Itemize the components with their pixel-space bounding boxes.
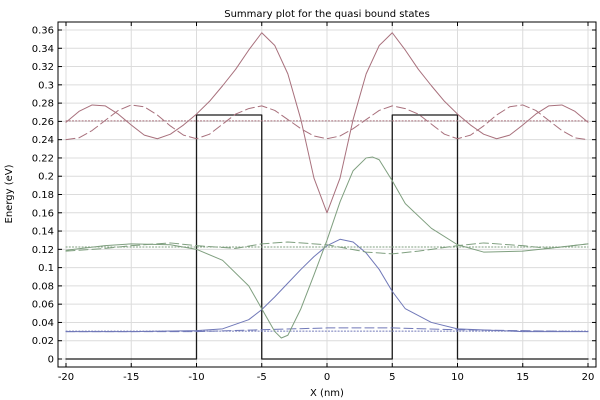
y-tick-label: 0.1 [38,263,54,274]
y-tick-label: 0 [48,355,54,366]
y-tick-label: 0.18 [32,190,54,201]
series-line-state1-dashed [65,327,589,333]
y-tick-label: 0.36 [32,26,54,37]
y-tick-label: 0.16 [32,208,54,219]
chart-title: Summary plot for the quasi bound states [224,9,430,20]
grid [58,22,596,367]
x-tick-label: -15 [123,372,139,383]
series-line-state1-solid [65,238,589,333]
x-tick-label: 20 [582,372,595,383]
y-tick-label: 0.04 [32,318,54,329]
y-tick-label: 0.22 [32,153,54,164]
plot-lines [65,32,589,360]
series-line-potential-solid [65,114,589,360]
y-tick-label: 0.32 [32,62,54,73]
y-tick-label: 0.08 [32,281,54,292]
y-tick-label: 0.28 [32,99,54,110]
x-tick-label: 5 [389,372,395,383]
x-axis-title: X (nm) [310,388,344,399]
x-tick-label: 0 [324,372,330,383]
y-tick-label: 0.3 [38,80,54,91]
y-tick-label: 0.34 [32,44,54,55]
series-line-state2-solid [65,156,589,339]
x-tick-label: -10 [188,372,204,383]
x-tick-label: -20 [58,372,74,383]
series-line-state3-solid [65,32,589,214]
series-line-state2-dashed [65,241,589,255]
y-tick-label: 0.12 [32,245,54,256]
y-tick-label: 0.2 [38,172,54,183]
y-tick-label: 0.06 [32,300,54,311]
y-tick-label: 0.02 [32,336,54,347]
x-tick-label: -5 [257,372,267,383]
y-tick-label: 0.24 [32,135,54,146]
y-tick-label: 0.26 [32,117,54,128]
x-tick-label: 10 [451,372,464,383]
x-tick-label: 15 [516,372,529,383]
y-tick-label: 0.14 [32,227,54,238]
series-line-state3-dashed [65,104,589,141]
y-axis-title: Energy (eV) [4,164,15,223]
axis-ticks: -20 -15 -10 -5 0 5 10 15 20 0 0.02 0.04 0.06 0.08 0.1 0… [32,22,596,383]
